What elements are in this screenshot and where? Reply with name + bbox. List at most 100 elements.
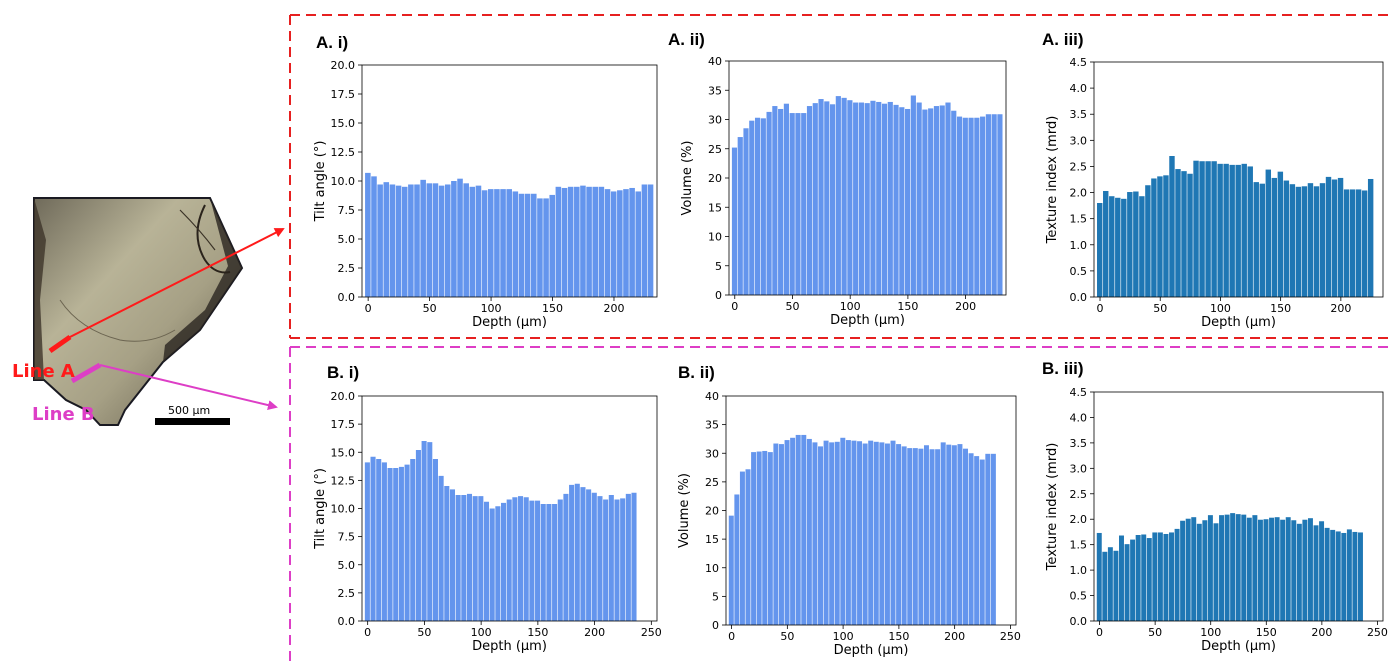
bar (617, 190, 623, 297)
y-tick-label: 17.5 (331, 418, 356, 431)
bar (922, 109, 928, 295)
bar (393, 468, 399, 621)
chart-b-i: B. i) 0.0 2.5 5.0 7.5 10.0 12.5 15.0 17.5 20.0 0 5… (313, 363, 662, 654)
bar (569, 484, 575, 622)
bar (608, 495, 614, 621)
bar (444, 486, 450, 621)
bar (410, 459, 416, 621)
bar (790, 437, 796, 625)
bar (789, 113, 795, 295)
y-tick-label: 20.0 (331, 59, 356, 72)
bar (1301, 186, 1308, 297)
bar (916, 102, 922, 295)
bar (857, 441, 863, 625)
bar (438, 475, 444, 622)
x-tick-label: 150 (897, 300, 918, 313)
bar (935, 449, 941, 625)
y-tick-label: 15 (708, 201, 722, 214)
bar (455, 495, 461, 621)
bar (1205, 161, 1211, 297)
bar (847, 100, 853, 295)
bar (631, 492, 637, 621)
bar (500, 502, 507, 622)
bar (371, 176, 377, 297)
bar (829, 442, 835, 625)
y-tick-label: 10.0 (331, 503, 356, 516)
x-tick-label: 100 (481, 302, 502, 315)
bar (1119, 535, 1124, 621)
y-tick-label: 4.0 (1070, 82, 1088, 95)
bar (840, 437, 846, 625)
bar (773, 443, 779, 625)
bar (444, 184, 451, 297)
x-tick-label: 200 (1311, 626, 1332, 639)
bar (1115, 197, 1121, 297)
bar (1151, 178, 1157, 297)
y-tick-label: 1.0 (1070, 239, 1088, 252)
bar (929, 449, 935, 625)
bar (1163, 533, 1169, 621)
y-axis-label: Volume (%) (680, 141, 695, 216)
y-tick-label: 3.5 (1070, 108, 1088, 121)
bar (868, 440, 874, 625)
bar (940, 442, 946, 625)
y-tick-label: 20.0 (331, 390, 356, 403)
panel-label: B. i) (327, 363, 359, 382)
bar (1247, 166, 1253, 297)
y-tick-label: 10 (708, 231, 722, 244)
line-a-label: Line A (12, 361, 75, 382)
bar (879, 442, 885, 625)
bar (881, 103, 888, 295)
y-tick-label: 0.0 (338, 291, 356, 304)
crystal-micrograph: 500 µm (33, 197, 244, 426)
bar (598, 186, 605, 297)
crystal-crack-1 (196, 204, 231, 274)
x-axis-label: Depth (µm) (472, 315, 547, 330)
bar (604, 189, 611, 297)
bar (567, 186, 574, 297)
bar (1169, 156, 1175, 297)
bar (427, 442, 433, 622)
bar (806, 106, 813, 295)
line-b-marker (70, 362, 102, 384)
bar (432, 459, 438, 621)
y-tick-label: 10.0 (331, 175, 356, 188)
bar (951, 110, 957, 295)
bar (561, 187, 568, 297)
bar (928, 108, 934, 295)
y-tick-label: 35 (705, 419, 719, 432)
bar (557, 499, 563, 621)
bar (767, 452, 773, 625)
bar (574, 483, 580, 621)
y-tick-label: 12.5 (331, 474, 356, 487)
bar (1319, 183, 1326, 297)
bar (1291, 520, 1297, 621)
bar (364, 462, 370, 622)
y-tick-label: 4.5 (1070, 56, 1088, 69)
bar (1109, 196, 1115, 297)
bar (1285, 517, 1291, 621)
bar (415, 450, 421, 621)
x-tick-label: 150 (527, 626, 548, 639)
bar (381, 462, 387, 622)
bar (1145, 185, 1151, 297)
bar (524, 193, 531, 297)
bar (494, 189, 500, 297)
bar (812, 442, 818, 625)
bar (1135, 535, 1141, 621)
bar (974, 456, 980, 625)
bar (580, 185, 586, 297)
bar (472, 496, 478, 622)
y-tick-label: 15.0 (331, 446, 356, 459)
bar (614, 499, 620, 621)
bar (466, 493, 473, 622)
scale-bar (155, 418, 230, 425)
bar (862, 443, 868, 625)
bar (635, 191, 642, 297)
bar (974, 117, 980, 296)
bar (1229, 164, 1235, 297)
bar (506, 189, 512, 297)
x-tick-label: 50 (1153, 302, 1167, 315)
bar (647, 184, 654, 297)
bar (1235, 514, 1241, 621)
